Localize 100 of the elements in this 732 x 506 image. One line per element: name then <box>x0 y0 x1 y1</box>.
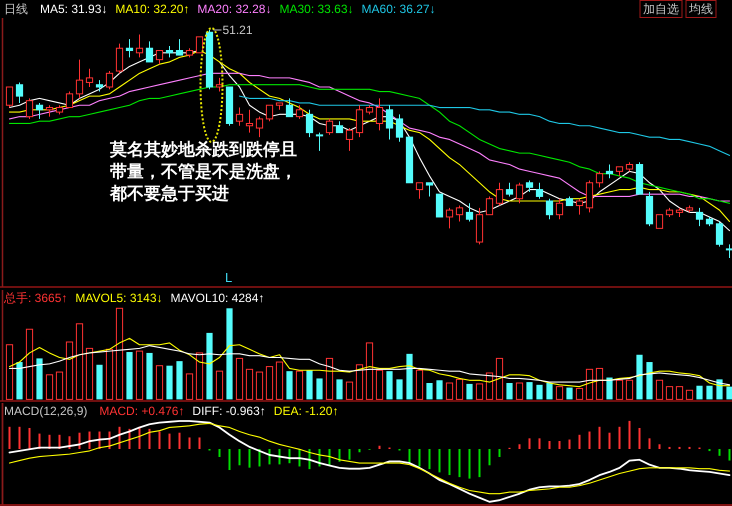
bar <box>148 428 150 449</box>
bar <box>568 440 570 449</box>
bar <box>176 361 183 400</box>
candlestick <box>246 109 254 134</box>
annotation: 51.21 <box>222 23 253 37</box>
bar <box>28 428 30 449</box>
candlestick <box>456 205 464 222</box>
bar <box>206 332 213 400</box>
bar <box>446 382 454 400</box>
bar <box>466 384 473 400</box>
bar <box>658 444 660 449</box>
bar <box>198 437 200 449</box>
candlestick <box>536 182 544 200</box>
bar <box>196 352 204 400</box>
chart-title: 日线 <box>4 2 28 16</box>
bar <box>96 364 103 400</box>
bar <box>218 449 220 457</box>
candlestick <box>546 198 554 220</box>
candlestick <box>126 38 134 58</box>
candlestick <box>266 104 274 122</box>
bar <box>158 432 160 449</box>
candlestick <box>116 43 124 74</box>
series-label: DIFF: -0.963↑ <box>192 404 266 418</box>
bar <box>358 449 360 452</box>
candlestick <box>386 104 394 140</box>
bar <box>178 432 180 449</box>
candlestick <box>666 207 674 218</box>
bar <box>536 384 543 400</box>
bar <box>276 362 284 400</box>
bar <box>326 358 334 400</box>
bar <box>18 426 20 449</box>
candlestick <box>256 116 264 138</box>
text: L <box>225 270 232 285</box>
candlestick <box>76 59 84 99</box>
bar <box>76 323 84 400</box>
bar <box>86 348 94 400</box>
bar <box>478 449 480 478</box>
bar <box>416 370 424 400</box>
candlestick <box>596 170 604 188</box>
bar <box>646 362 653 400</box>
candlestick <box>186 48 194 58</box>
candlestick <box>286 98 294 118</box>
bar <box>356 364 364 400</box>
candlestick <box>166 45 174 58</box>
candlestick <box>336 120 344 134</box>
bar <box>246 368 254 400</box>
bar <box>36 358 43 400</box>
candlestick <box>506 182 514 197</box>
candlestick <box>46 104 54 118</box>
candlestick <box>606 164 614 179</box>
text: MA5: 31.93↓ <box>40 2 108 16</box>
bar <box>216 370 224 400</box>
bar <box>656 380 664 400</box>
bar <box>606 378 613 400</box>
candlestick <box>156 50 164 65</box>
bar <box>296 370 304 400</box>
bar <box>686 390 694 400</box>
bar <box>538 438 540 449</box>
candlestick <box>426 182 434 197</box>
bar <box>456 378 464 400</box>
bar <box>156 365 164 400</box>
text: 加自选 <box>643 2 679 16</box>
candlestick <box>486 196 494 216</box>
bar <box>306 370 313 400</box>
candlestick <box>136 34 144 58</box>
annotation: 莫名其妙地杀跌到跌停且带量，不管是不是洗盘，都不要急于买进 <box>109 140 297 203</box>
candlestick <box>556 198 564 220</box>
bar <box>548 441 550 449</box>
bar <box>236 358 244 400</box>
bar <box>226 308 233 400</box>
bar <box>576 388 584 400</box>
bar <box>518 444 520 449</box>
bar <box>336 379 343 400</box>
bar <box>38 434 40 449</box>
bar <box>616 380 624 400</box>
bar <box>396 379 403 400</box>
candlestick <box>566 196 574 206</box>
bar <box>666 386 674 400</box>
candlestick <box>316 132 324 152</box>
bar <box>556 386 564 400</box>
candlestick <box>296 104 304 120</box>
bar <box>186 373 194 400</box>
candlestick <box>706 216 714 227</box>
bar <box>168 434 170 449</box>
bar <box>8 426 10 449</box>
candlestick <box>306 109 314 138</box>
bar <box>348 449 350 460</box>
candlestick <box>496 182 504 206</box>
series-label: DEA: -1.20↑ <box>274 404 338 418</box>
candlestick <box>716 221 724 248</box>
bar <box>116 308 124 400</box>
candlestick <box>526 180 534 192</box>
candlestick <box>576 198 584 216</box>
candlestick <box>466 202 474 222</box>
bar <box>126 352 133 400</box>
candlestick <box>726 244 732 258</box>
bar <box>436 380 443 400</box>
series-label: 总手: 3665↑ <box>3 291 68 305</box>
bar <box>16 362 23 400</box>
text: MAVOL10: 4284↑ <box>170 291 264 305</box>
